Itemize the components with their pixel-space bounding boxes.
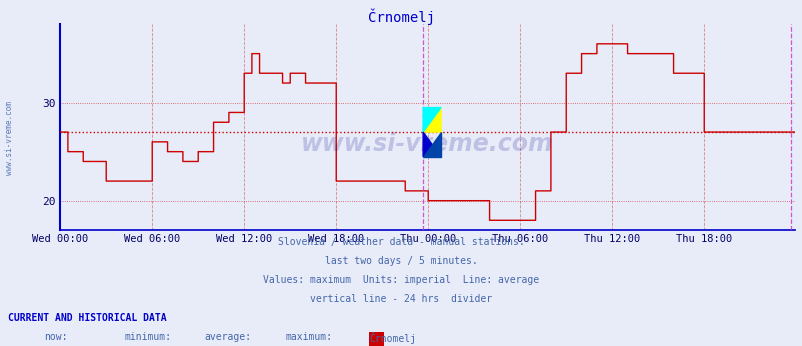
Text: vertical line - 24 hrs  divider: vertical line - 24 hrs divider: [310, 294, 492, 304]
Text: last two days / 5 minutes.: last two days / 5 minutes.: [325, 256, 477, 266]
Text: average:: average:: [205, 332, 252, 342]
Text: Črnomelj: Črnomelj: [369, 332, 416, 344]
Polygon shape: [423, 108, 440, 132]
Text: www.si-vreme.com: www.si-vreme.com: [301, 131, 553, 156]
Text: CURRENT AND HISTORICAL DATA: CURRENT AND HISTORICAL DATA: [8, 313, 167, 323]
Text: minimum:: minimum:: [124, 332, 172, 342]
Text: www.si-vreme.com: www.si-vreme.com: [5, 101, 14, 175]
Polygon shape: [423, 132, 440, 156]
Text: Values: maximum  Units: imperial  Line: average: Values: maximum Units: imperial Line: av…: [263, 275, 539, 285]
Text: Slovenia / weather data - manual stations.: Slovenia / weather data - manual station…: [277, 237, 525, 247]
Text: maximum:: maximum:: [285, 332, 332, 342]
Polygon shape: [423, 132, 440, 156]
Text: Črnomelj: Črnomelj: [367, 9, 435, 25]
Polygon shape: [423, 108, 440, 132]
Text: now:: now:: [44, 332, 67, 342]
